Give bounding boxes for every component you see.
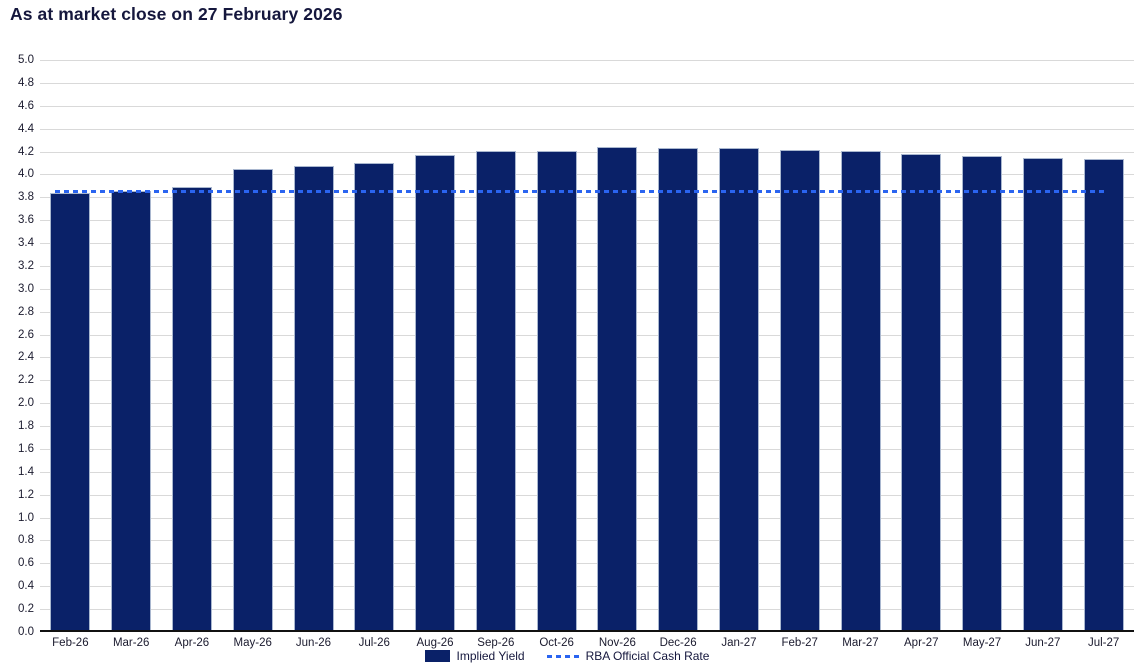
x-axis-label: Jun-27 bbox=[1025, 637, 1061, 649]
y-axis-label: 3.4 bbox=[18, 237, 34, 250]
x-axis-label: Sep-26 bbox=[477, 637, 515, 649]
bar-feb-27 bbox=[779, 149, 820, 630]
bar-mar-26 bbox=[111, 190, 152, 630]
gridline bbox=[40, 128, 1134, 130]
y-axis-label: 2.8 bbox=[18, 305, 34, 318]
x-axis-label: Jan-27 bbox=[721, 637, 757, 649]
gridline bbox=[40, 380, 1134, 382]
legend-item-rba-cash-rate[interactable]: RBA Official Cash Rate bbox=[546, 649, 710, 663]
y-axis-label: 2.2 bbox=[18, 374, 34, 387]
y-axis-label: 3.0 bbox=[18, 282, 34, 295]
bar-jul-27 bbox=[1083, 158, 1124, 630]
y-axis-label: 4.4 bbox=[18, 122, 34, 135]
gridline bbox=[40, 471, 1134, 473]
gridline bbox=[40, 609, 1134, 611]
rba-cash-rate-dash-icon bbox=[546, 654, 579, 658]
x-axis-label: May-27 bbox=[962, 637, 1002, 649]
bar-jan-27 bbox=[718, 148, 759, 630]
gridline bbox=[40, 357, 1134, 359]
gridline bbox=[40, 174, 1134, 176]
gridline bbox=[40, 334, 1134, 336]
legend: Implied Yield RBA Official Cash Rate bbox=[0, 649, 1134, 663]
x-axis-label: Feb-27 bbox=[781, 637, 818, 649]
y-axis-label: 0.8 bbox=[18, 534, 34, 547]
gridline bbox=[40, 243, 1134, 245]
x-axis-label: Oct-26 bbox=[539, 637, 574, 649]
bar-apr-27 bbox=[901, 154, 942, 630]
bar-jul-26 bbox=[354, 163, 395, 630]
y-axis-label: 0.0 bbox=[18, 626, 34, 638]
x-axis-label: Apr-27 bbox=[904, 637, 939, 649]
x-axis-label: Dec-26 bbox=[659, 637, 697, 649]
gridline bbox=[40, 426, 1134, 428]
bar-may-27 bbox=[962, 156, 1003, 630]
y-axis-label: 1.6 bbox=[18, 442, 34, 455]
bar-sep-26 bbox=[475, 150, 516, 630]
rba-cash-rate-line bbox=[55, 190, 1107, 194]
chart-title: As at market close on 27 February 2026 bbox=[10, 4, 343, 24]
x-axis-label: Mar-27 bbox=[842, 637, 879, 649]
y-axis-label: 4.6 bbox=[18, 99, 34, 112]
bar-jun-26 bbox=[293, 165, 334, 630]
y-axis-label: 1.8 bbox=[18, 420, 34, 433]
y-axis-label: 1.0 bbox=[18, 511, 34, 524]
y-axis-label: 2.6 bbox=[18, 328, 34, 341]
gridline bbox=[40, 197, 1134, 199]
bar-aug-26 bbox=[415, 155, 456, 630]
gridline bbox=[40, 151, 1134, 153]
x-axis-label: Jul-26 bbox=[358, 637, 390, 649]
x-axis-label: Jun-26 bbox=[295, 637, 332, 649]
bar-may-26 bbox=[232, 168, 273, 630]
bar-feb-26 bbox=[50, 193, 91, 630]
x-axis-label: Feb-26 bbox=[52, 637, 89, 649]
gridline bbox=[40, 540, 1134, 542]
gridline bbox=[40, 403, 1134, 405]
y-axis-label: 2.0 bbox=[18, 397, 34, 410]
x-axis-label: May-26 bbox=[233, 637, 272, 649]
y-axis-label: 1.4 bbox=[18, 465, 34, 478]
gridline bbox=[40, 448, 1134, 450]
x-axis-label: Apr-26 bbox=[174, 637, 210, 649]
legend-label-implied-yield: Implied Yield bbox=[456, 649, 525, 663]
legend-item-implied-yield[interactable]: Implied Yield bbox=[424, 649, 525, 663]
y-axis-label: 3.8 bbox=[18, 191, 34, 204]
y-axis-label: 0.6 bbox=[18, 557, 34, 570]
gridline bbox=[40, 517, 1134, 519]
bar-oct-26 bbox=[536, 150, 577, 630]
y-axis-label: 3.2 bbox=[18, 259, 34, 272]
x-axis-label: Aug-26 bbox=[416, 637, 454, 649]
gridline bbox=[40, 311, 1134, 313]
y-axis-label: 4.2 bbox=[18, 145, 34, 158]
gridline bbox=[40, 105, 1134, 107]
y-axis-label: 5.0 bbox=[18, 54, 34, 66]
implied-yield-swatch-icon bbox=[424, 650, 450, 662]
gridline bbox=[40, 60, 1134, 61]
bar-nov-26 bbox=[597, 147, 638, 630]
legend-label-rba-cash-rate: RBA Official Cash Rate bbox=[585, 649, 710, 663]
gridline bbox=[40, 586, 1134, 588]
gridline bbox=[40, 288, 1134, 290]
y-axis-label: 2.4 bbox=[18, 351, 34, 364]
gridline bbox=[40, 265, 1134, 267]
y-axis-label: 3.6 bbox=[18, 214, 34, 227]
y-axis-label: 0.2 bbox=[18, 603, 34, 616]
gridline bbox=[40, 494, 1134, 496]
bar-dec-26 bbox=[658, 148, 699, 630]
x-axis-label: Mar-26 bbox=[112, 637, 150, 649]
x-axis-label: Nov-26 bbox=[598, 637, 636, 649]
y-axis-label: 4.8 bbox=[18, 76, 34, 89]
gridline bbox=[40, 220, 1134, 222]
plot-area bbox=[40, 60, 1134, 632]
bar-jun-27 bbox=[1022, 157, 1063, 630]
x-axis-label: Jul-27 bbox=[1087, 637, 1120, 649]
bar-apr-26 bbox=[171, 187, 212, 630]
gridline bbox=[40, 563, 1134, 565]
y-axis-label: 0.4 bbox=[18, 580, 34, 593]
y-axis-label: 4.0 bbox=[18, 168, 34, 181]
gridline bbox=[40, 82, 1134, 84]
y-axis-label: 1.2 bbox=[18, 488, 34, 501]
bar-mar-27 bbox=[840, 150, 881, 630]
